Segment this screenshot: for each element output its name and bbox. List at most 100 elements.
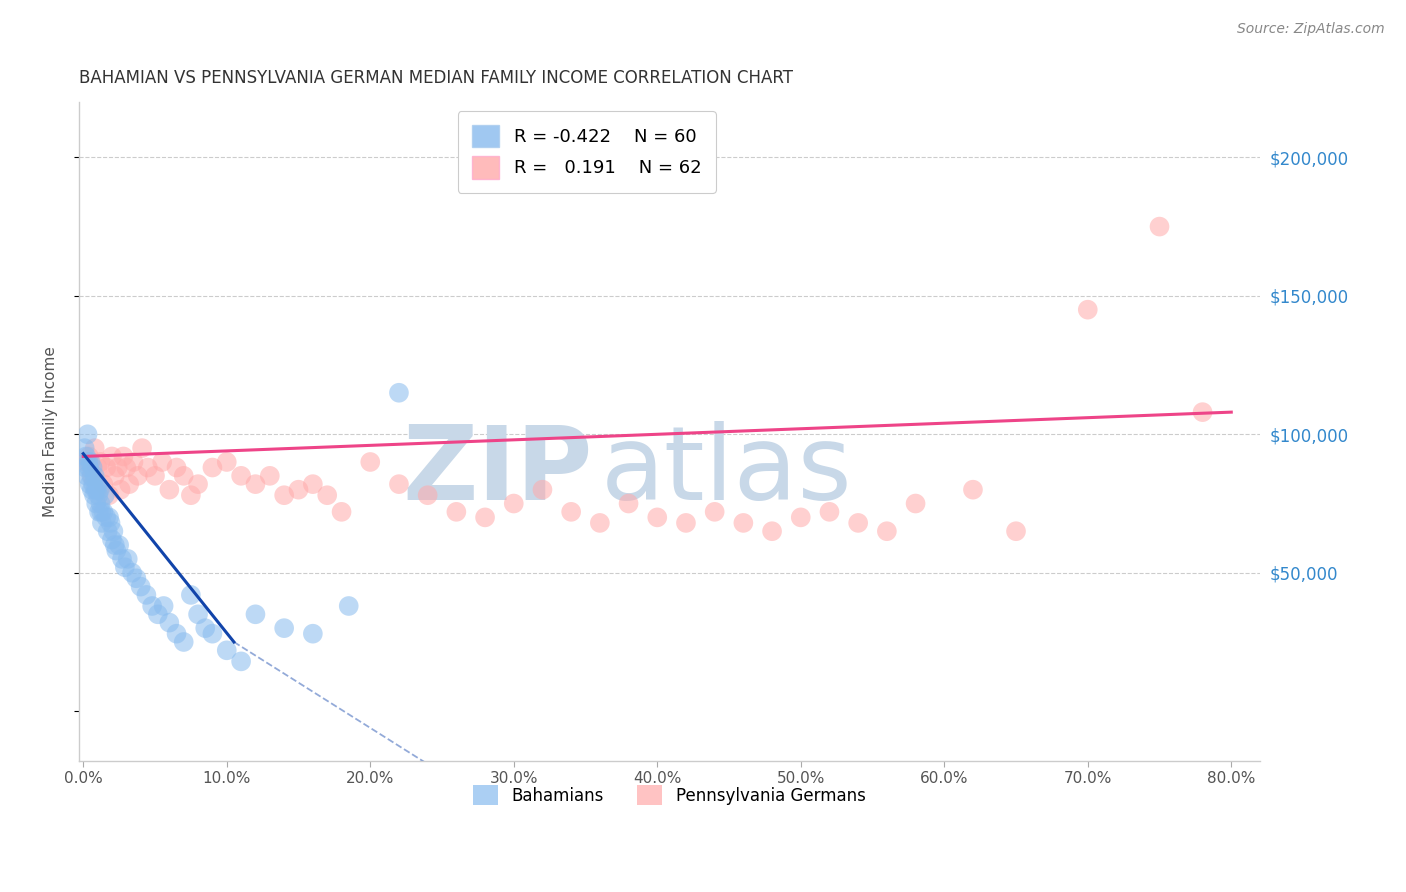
Point	[110, 483, 132, 497]
Point	[96, 460, 118, 475]
Point	[125, 571, 148, 585]
Point	[904, 496, 927, 510]
Point	[761, 524, 783, 539]
Point	[273, 488, 295, 502]
Point	[245, 477, 267, 491]
Point	[101, 533, 124, 547]
Point	[846, 516, 869, 530]
Point	[215, 455, 238, 469]
Point	[96, 510, 118, 524]
Point	[87, 505, 110, 519]
Point	[150, 455, 173, 469]
Point	[302, 626, 325, 640]
Point	[617, 496, 640, 510]
Point	[876, 524, 898, 539]
Point	[1005, 524, 1028, 539]
Point	[97, 524, 120, 539]
Point	[316, 488, 339, 502]
Point	[122, 455, 145, 469]
Point	[93, 505, 115, 519]
Point	[77, 460, 100, 475]
Point	[112, 450, 135, 464]
Point	[143, 468, 166, 483]
Point	[84, 496, 107, 510]
Point	[259, 468, 281, 483]
Point	[675, 516, 697, 530]
Point	[127, 468, 149, 483]
Point	[446, 505, 468, 519]
Point	[76, 468, 98, 483]
Point	[107, 460, 129, 475]
Point	[100, 516, 122, 530]
Point	[89, 483, 111, 497]
Point	[962, 483, 984, 497]
Point	[180, 588, 202, 602]
Point	[104, 468, 127, 483]
Point	[136, 460, 159, 475]
Point	[187, 477, 209, 491]
Point	[201, 626, 224, 640]
Point	[111, 552, 134, 566]
Text: Source: ZipAtlas.com: Source: ZipAtlas.com	[1237, 22, 1385, 37]
Point	[703, 505, 725, 519]
Point	[118, 477, 141, 491]
Point	[330, 505, 353, 519]
Point	[589, 516, 612, 530]
Point	[359, 455, 381, 469]
Point	[180, 488, 202, 502]
Point	[416, 488, 439, 502]
Point	[94, 488, 117, 502]
Point	[82, 460, 104, 475]
Point	[1077, 302, 1099, 317]
Point	[86, 460, 108, 475]
Point	[103, 524, 125, 539]
Point	[157, 483, 180, 497]
Point	[75, 460, 97, 475]
Point	[229, 468, 252, 483]
Point	[80, 468, 103, 483]
Point	[141, 599, 163, 613]
Point	[82, 477, 104, 491]
Point	[77, 455, 100, 469]
Point	[215, 643, 238, 657]
Point	[194, 621, 217, 635]
Point	[98, 510, 121, 524]
Point	[173, 468, 195, 483]
Point	[157, 615, 180, 630]
Point	[152, 599, 174, 613]
Point	[115, 460, 138, 475]
Point	[87, 488, 110, 502]
Point	[77, 450, 100, 464]
Point	[98, 488, 121, 502]
Point	[790, 510, 813, 524]
Point	[108, 538, 131, 552]
Point	[187, 607, 209, 622]
Point	[84, 483, 107, 497]
Point	[1149, 219, 1171, 234]
Point	[76, 427, 98, 442]
Point	[105, 543, 128, 558]
Point	[1191, 405, 1213, 419]
Point	[89, 455, 111, 469]
Point	[117, 552, 139, 566]
Point	[89, 496, 111, 510]
Point	[93, 477, 115, 491]
Point	[90, 505, 112, 519]
Point	[229, 654, 252, 668]
Point	[75, 450, 97, 464]
Point	[73, 441, 96, 455]
Legend: Bahamians, Pennsylvania Germans: Bahamians, Pennsylvania Germans	[467, 779, 872, 812]
Point	[201, 460, 224, 475]
Point	[474, 510, 496, 524]
Point	[502, 496, 524, 510]
Point	[121, 566, 143, 580]
Point	[733, 516, 755, 530]
Text: ZIP: ZIP	[402, 420, 593, 522]
Point	[75, 455, 97, 469]
Point	[129, 580, 152, 594]
Text: BAHAMIAN VS PENNSYLVANIA GERMAN MEDIAN FAMILY INCOME CORRELATION CHART: BAHAMIAN VS PENNSYLVANIA GERMAN MEDIAN F…	[79, 69, 793, 87]
Point	[101, 450, 124, 464]
Point	[90, 516, 112, 530]
Point	[83, 441, 105, 455]
Point	[245, 607, 267, 622]
